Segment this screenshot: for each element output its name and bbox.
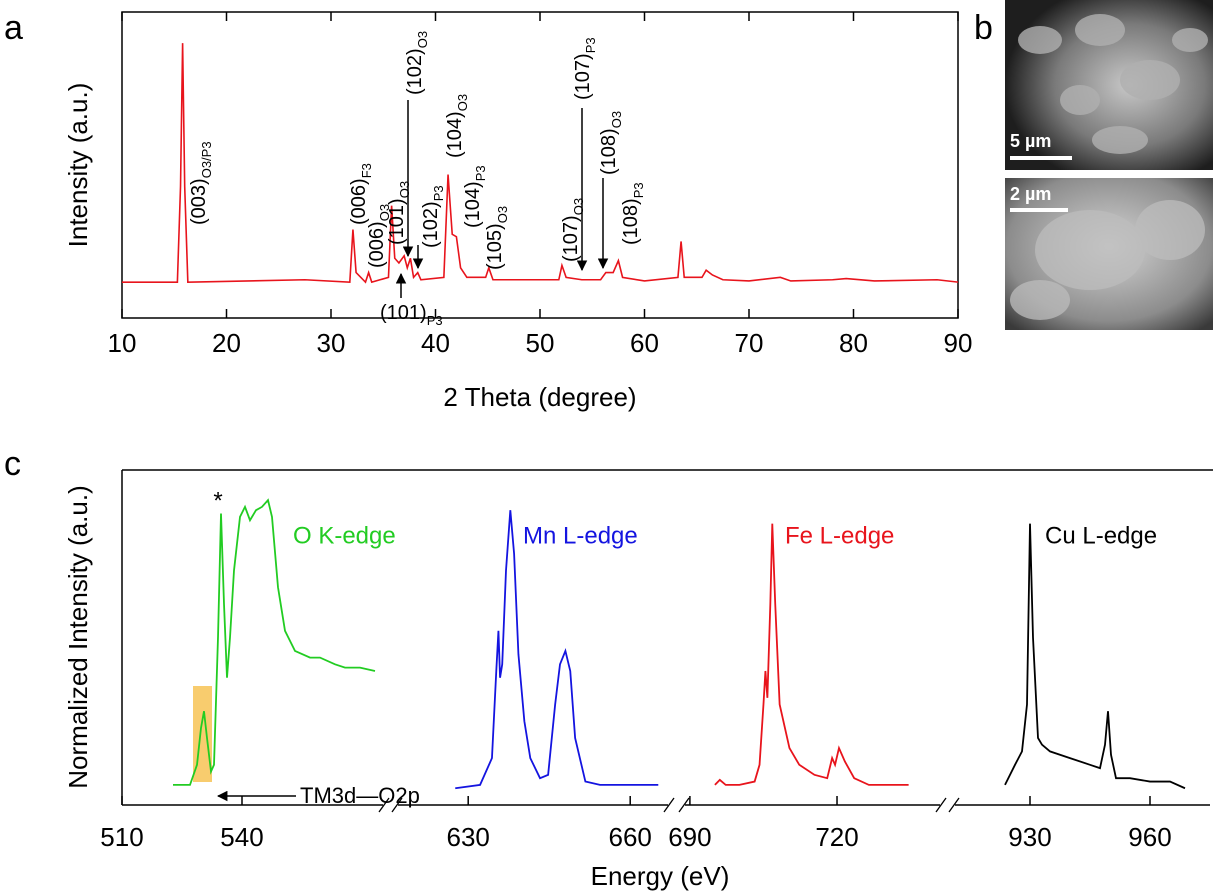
peak-index: (104) [444,111,466,158]
peak-phase: P3 [631,182,646,198]
x-tick-label: 960 [1128,822,1171,852]
peak-phase: P3 [431,185,446,201]
series-label: O K-edge [293,522,396,549]
panel-b: b 5 µm 2 µm [974,0,1213,330]
peak-label: (104)P3 [462,165,488,228]
panel-label: c [4,445,21,483]
peak-label: (102)P3 [420,185,446,248]
peak-phase: O3 [495,206,510,223]
series-label: Cu L-edge [1045,522,1157,549]
peak-index: (101) [386,198,408,245]
peak-phase: O3/P3 [199,141,214,178]
peak-label: (105)O3 [484,206,510,270]
peak-index: (102) [420,201,442,248]
peak-label: (006)F3 [348,163,374,225]
x-tick-label: 930 [1008,822,1051,852]
figure: a 10 20 30 40 50 60 70 80 90 2 Theta (degree) Inte… [0,0,1213,894]
x-tick-label: 510 [100,822,143,852]
annotation: * [213,487,222,514]
y-axis-title: Intensity (a.u.) [63,83,93,248]
peak-index: (105) [484,223,506,270]
panel-a: a 10 20 30 40 50 60 70 80 90 2 Theta (degree) Inte… [4,9,972,412]
x-tick-label: 30 [317,328,346,358]
x-tick-label: 40 [421,328,450,358]
y-axis-title: Normalized Intensity (a.u.) [63,485,93,788]
x-tick-label: 720 [815,822,858,852]
spectrum-line [455,510,658,788]
peak-phase: P3 [427,313,443,328]
peak-phase: O3 [415,31,430,48]
peak-phase: O3 [455,94,470,111]
x-tick-label: 70 [735,328,764,358]
peak-label: (108)P3 [620,182,646,245]
spectrum-line [1005,524,1185,789]
peak-index: (104) [462,181,484,228]
peak-phase: F3 [359,163,374,178]
x-tick-label: 60 [630,328,659,358]
x-axis-title: Energy (eV) [591,861,730,891]
x-tick-label: 630 [447,822,490,852]
xrd-line [122,43,958,282]
scale-label: 5 µm [1010,131,1051,151]
panel-c: c 510 540 630 660 690 720 930 960 O K-edge Mn L-e… [4,445,1213,891]
x-tick-label: 10 [108,328,137,358]
peak-phase: P3 [583,37,598,53]
x-tick-label: 690 [668,822,711,852]
spectrum-line [715,524,909,785]
peak-index: (108) [620,198,642,245]
x-tick-label: 660 [609,822,652,852]
panel-label: a [4,9,23,47]
peak-index: (003) [188,178,210,225]
peak-index: (102) [404,48,426,95]
peak-label: (108)O3 [598,111,624,175]
peak-phase: O3 [397,181,412,198]
peak-index: (006) [348,178,370,225]
peak-label: (102)O3 [404,31,430,95]
x-tick-label: 50 [526,328,555,358]
peak-label: (104)O3 [444,94,470,158]
peak-phase: O3 [609,111,624,128]
peak-label: (101)P3 [380,302,443,328]
x-tick-label: 540 [220,822,263,852]
panel-label: b [974,9,993,47]
x-tick-label: 80 [839,328,868,358]
x-axis-title: 2 Theta (degree) [443,382,636,412]
x-tick-label: 90 [944,328,973,358]
peak-index: (108) [598,128,620,175]
peak-index: (107) [572,53,594,100]
x-tick-label: 20 [212,328,241,358]
peak-phase: P3 [473,165,488,181]
plot-frame [122,12,958,318]
peak-label: (003)O3/P3 [188,141,214,225]
annotation: TM3d—O2p [300,783,420,808]
peak-phase: O3 [571,198,586,215]
peak-index: (006) [366,221,388,268]
series-label: Mn L-edge [523,522,638,549]
peak-label: (107)P3 [572,37,598,100]
series-label: Fe L-edge [785,522,894,549]
peak-index: (101) [380,302,427,324]
peak-index: (107) [560,215,582,262]
scale-label: 2 µm [1010,184,1051,204]
